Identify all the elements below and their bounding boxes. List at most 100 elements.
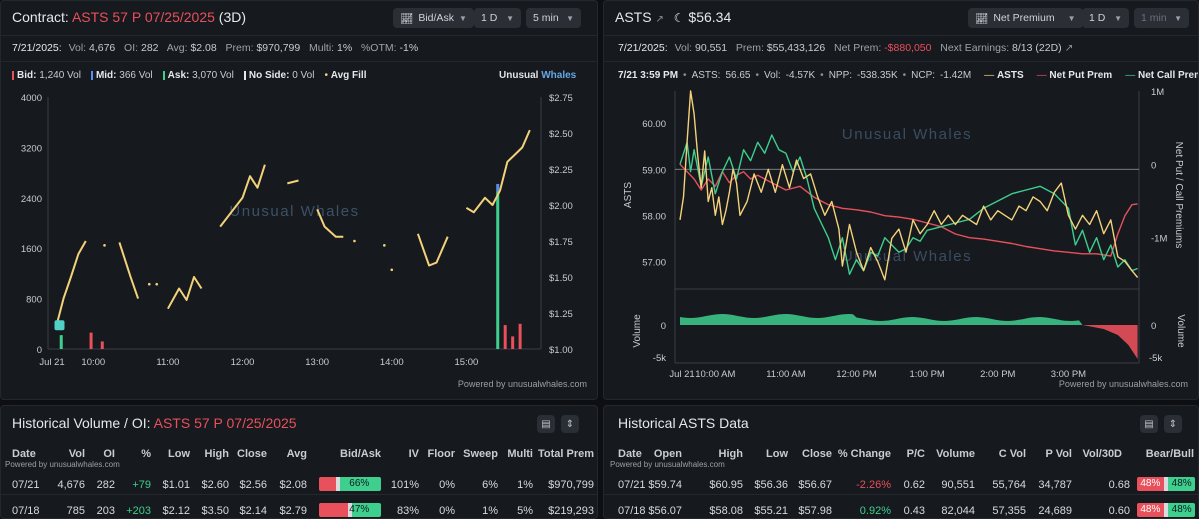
column-header[interactable]: Volume <box>936 448 975 460</box>
bid-ask-value: 66% <box>349 478 370 489</box>
legend-mid[interactable]: Mid: 366 Vol <box>90 70 153 81</box>
volume-tick-label: 3200 <box>21 143 42 154</box>
powered-by[interactable]: Powered by unusualwhales.com <box>457 379 587 389</box>
table-cell: 101% <box>390 479 419 491</box>
column-header[interactable]: Avg <box>286 448 307 460</box>
bull-value: 48% <box>1171 478 1192 489</box>
table-cell: 07/21 <box>618 479 646 491</box>
bid-volume-bar <box>100 341 104 349</box>
avg-fill-dot <box>103 244 106 247</box>
column-header[interactable]: Floor <box>427 448 456 460</box>
powered-by[interactable]: Powered by unusualwhales.com <box>1058 379 1188 389</box>
powered-by[interactable]: Powered by unusualwhales.com <box>610 460 725 469</box>
legend-noside[interactable]: No Side: 0 Vol <box>243 70 314 81</box>
legend-net-put[interactable]: — Net Put Prem <box>1036 70 1113 81</box>
column-header[interactable]: % <box>141 448 151 460</box>
table-cell: 0.62 <box>903 479 925 491</box>
chevron-down-icon: ▼ <box>1174 13 1182 23</box>
stock-title: ASTS ↗ ☾ $56.34 <box>615 9 731 25</box>
column-header[interactable]: Date <box>618 448 642 460</box>
column-header[interactable]: Vol <box>68 448 85 460</box>
table-cell: 5% <box>517 505 533 517</box>
column-header[interactable]: High <box>718 448 743 460</box>
bear-value: 48% <box>1140 478 1161 489</box>
table-cell: $60.95 <box>709 479 743 491</box>
table-settings-icon[interactable]: ▤ <box>1140 415 1158 433</box>
column-header[interactable]: P/C <box>906 448 925 460</box>
table-cell: 1% <box>517 479 533 491</box>
range-dropdown[interactable]: 1 D ▼ <box>474 8 521 28</box>
table-row[interactable]: 07/18 785 203 +203 $2.12 $3.50 $2.14 $2.79 47% 83… <box>1 503 597 518</box>
legend-net-call[interactable]: — Net Call Prem <box>1125 70 1199 81</box>
table-cell: $2.79 <box>279 505 307 517</box>
chart-type-dropdown[interactable]: 📈︎ Bid/Ask ▼ <box>393 8 474 28</box>
premium-type-dropdown[interactable]: 📈︎ Net Premium ▼ <box>968 8 1083 28</box>
bear-bull-bar: 48% 48% <box>1137 477 1195 491</box>
chart-line-icon: 📈︎ <box>975 12 989 25</box>
divider <box>604 35 1198 36</box>
column-header[interactable]: Low <box>766 448 788 460</box>
column-header[interactable]: Vol/30D <box>1082 448 1122 460</box>
column-header[interactable]: High <box>204 448 229 460</box>
divider <box>1 61 597 62</box>
column-header[interactable]: C Vol <box>998 448 1026 460</box>
interval-dropdown[interactable]: 5 min ▼ <box>526 8 581 28</box>
price-tick-label: $2.50 <box>549 129 573 140</box>
time-tick-label: 3:00 PM <box>1051 369 1086 380</box>
bear-value: 48% <box>1140 504 1161 515</box>
time-tick-label: Jul 21 <box>39 357 64 368</box>
stock-symbol[interactable]: ASTS <box>615 9 652 25</box>
volume-tick-label: 0 <box>1151 321 1156 332</box>
column-header[interactable]: Date <box>12 448 36 460</box>
table-cell: 07/18 <box>618 505 646 517</box>
external-link-icon[interactable]: ↗ <box>655 14 664 25</box>
expand-icon[interactable]: ⇕ <box>1164 415 1182 433</box>
contract-symbol[interactable]: ASTS 57 P 07/25/2025 <box>71 9 215 25</box>
time-tick-label: 15:00 <box>454 357 478 368</box>
time-tick-label: Jul 21 <box>669 369 694 380</box>
expand-icon[interactable]: ⇕ <box>561 415 579 433</box>
table-row[interactable]: 07/21 4,676 282 +79 $1.01 $2.60 $2.56 $2.08 66% 1… <box>1 477 597 495</box>
column-header[interactable]: Low <box>168 448 190 460</box>
table-row[interactable]: 07/18 $56.07 $58.08 $55.21 $57.98 0.92% 0.43 82… <box>604 503 1198 518</box>
column-header[interactable]: Bear/Bull <box>1145 448 1194 460</box>
column-header[interactable]: Close <box>802 448 832 460</box>
table-cell: 34,787 <box>1038 479 1072 491</box>
legend-avgfill[interactable]: • Avg Fill <box>324 70 367 81</box>
table-settings-icon[interactable]: ▤ <box>537 415 555 433</box>
column-header[interactable]: Bid/Ask <box>340 448 381 460</box>
range-dropdown[interactable]: 1 D ▼ <box>1082 8 1129 28</box>
chevron-down-icon: ▼ <box>458 13 467 23</box>
table-row[interactable]: 07/21 $59.74 $60.95 $56.36 $56.67 -2.26% 0.62 9… <box>604 477 1198 495</box>
external-link-icon[interactable]: ↗ <box>1064 42 1074 54</box>
avg-fill-line <box>465 129 531 214</box>
stock-stats: 7/21/2025: Vol: 90,551 Prem: $55,433,126… <box>618 42 1074 54</box>
interval-dropdown[interactable]: 1 min ▼ <box>1134 8 1189 28</box>
volume-axis-label: Volume <box>632 314 643 348</box>
divider <box>1 35 597 36</box>
column-header[interactable]: OI <box>103 448 115 460</box>
legend-ask[interactable]: Ask: 3,070 Vol <box>162 70 234 81</box>
table-cell: -2.26% <box>856 479 891 491</box>
column-header[interactable]: P Vol <box>1045 448 1073 460</box>
price-tick-label: 58.00 <box>642 211 666 222</box>
column-header[interactable]: Sweep <box>463 448 498 460</box>
column-header[interactable]: Open <box>653 448 682 460</box>
bid-ask-bar: 66% <box>319 477 381 491</box>
column-header[interactable]: IV <box>408 448 419 460</box>
column-header[interactable]: % Change <box>837 448 891 460</box>
y-axis-label-right: Net Put / Call Premiums <box>1173 142 1184 249</box>
volume-axis-label-right: Volume <box>1175 314 1186 348</box>
legend-asts[interactable]: — ASTS <box>984 70 1024 81</box>
column-header[interactable]: Close <box>237 448 267 460</box>
table-cell: 90,551 <box>941 479 975 491</box>
table-cell: 55,764 <box>992 479 1026 491</box>
mid-volume-bar <box>496 183 500 192</box>
column-header[interactable]: Total Prem <box>537 448 594 460</box>
column-header[interactable]: Multi <box>507 448 533 460</box>
table-cell: $970,799 <box>548 479 594 491</box>
historical-volume-panel: Historical Volume / OI: ASTS 57 P 07/25/… <box>0 405 598 519</box>
table-cell: 57,355 <box>992 505 1026 517</box>
legend-bid[interactable]: Bid: 1,240 Vol <box>12 70 81 81</box>
powered-by[interactable]: Powered by unusualwhales.com <box>5 460 120 469</box>
